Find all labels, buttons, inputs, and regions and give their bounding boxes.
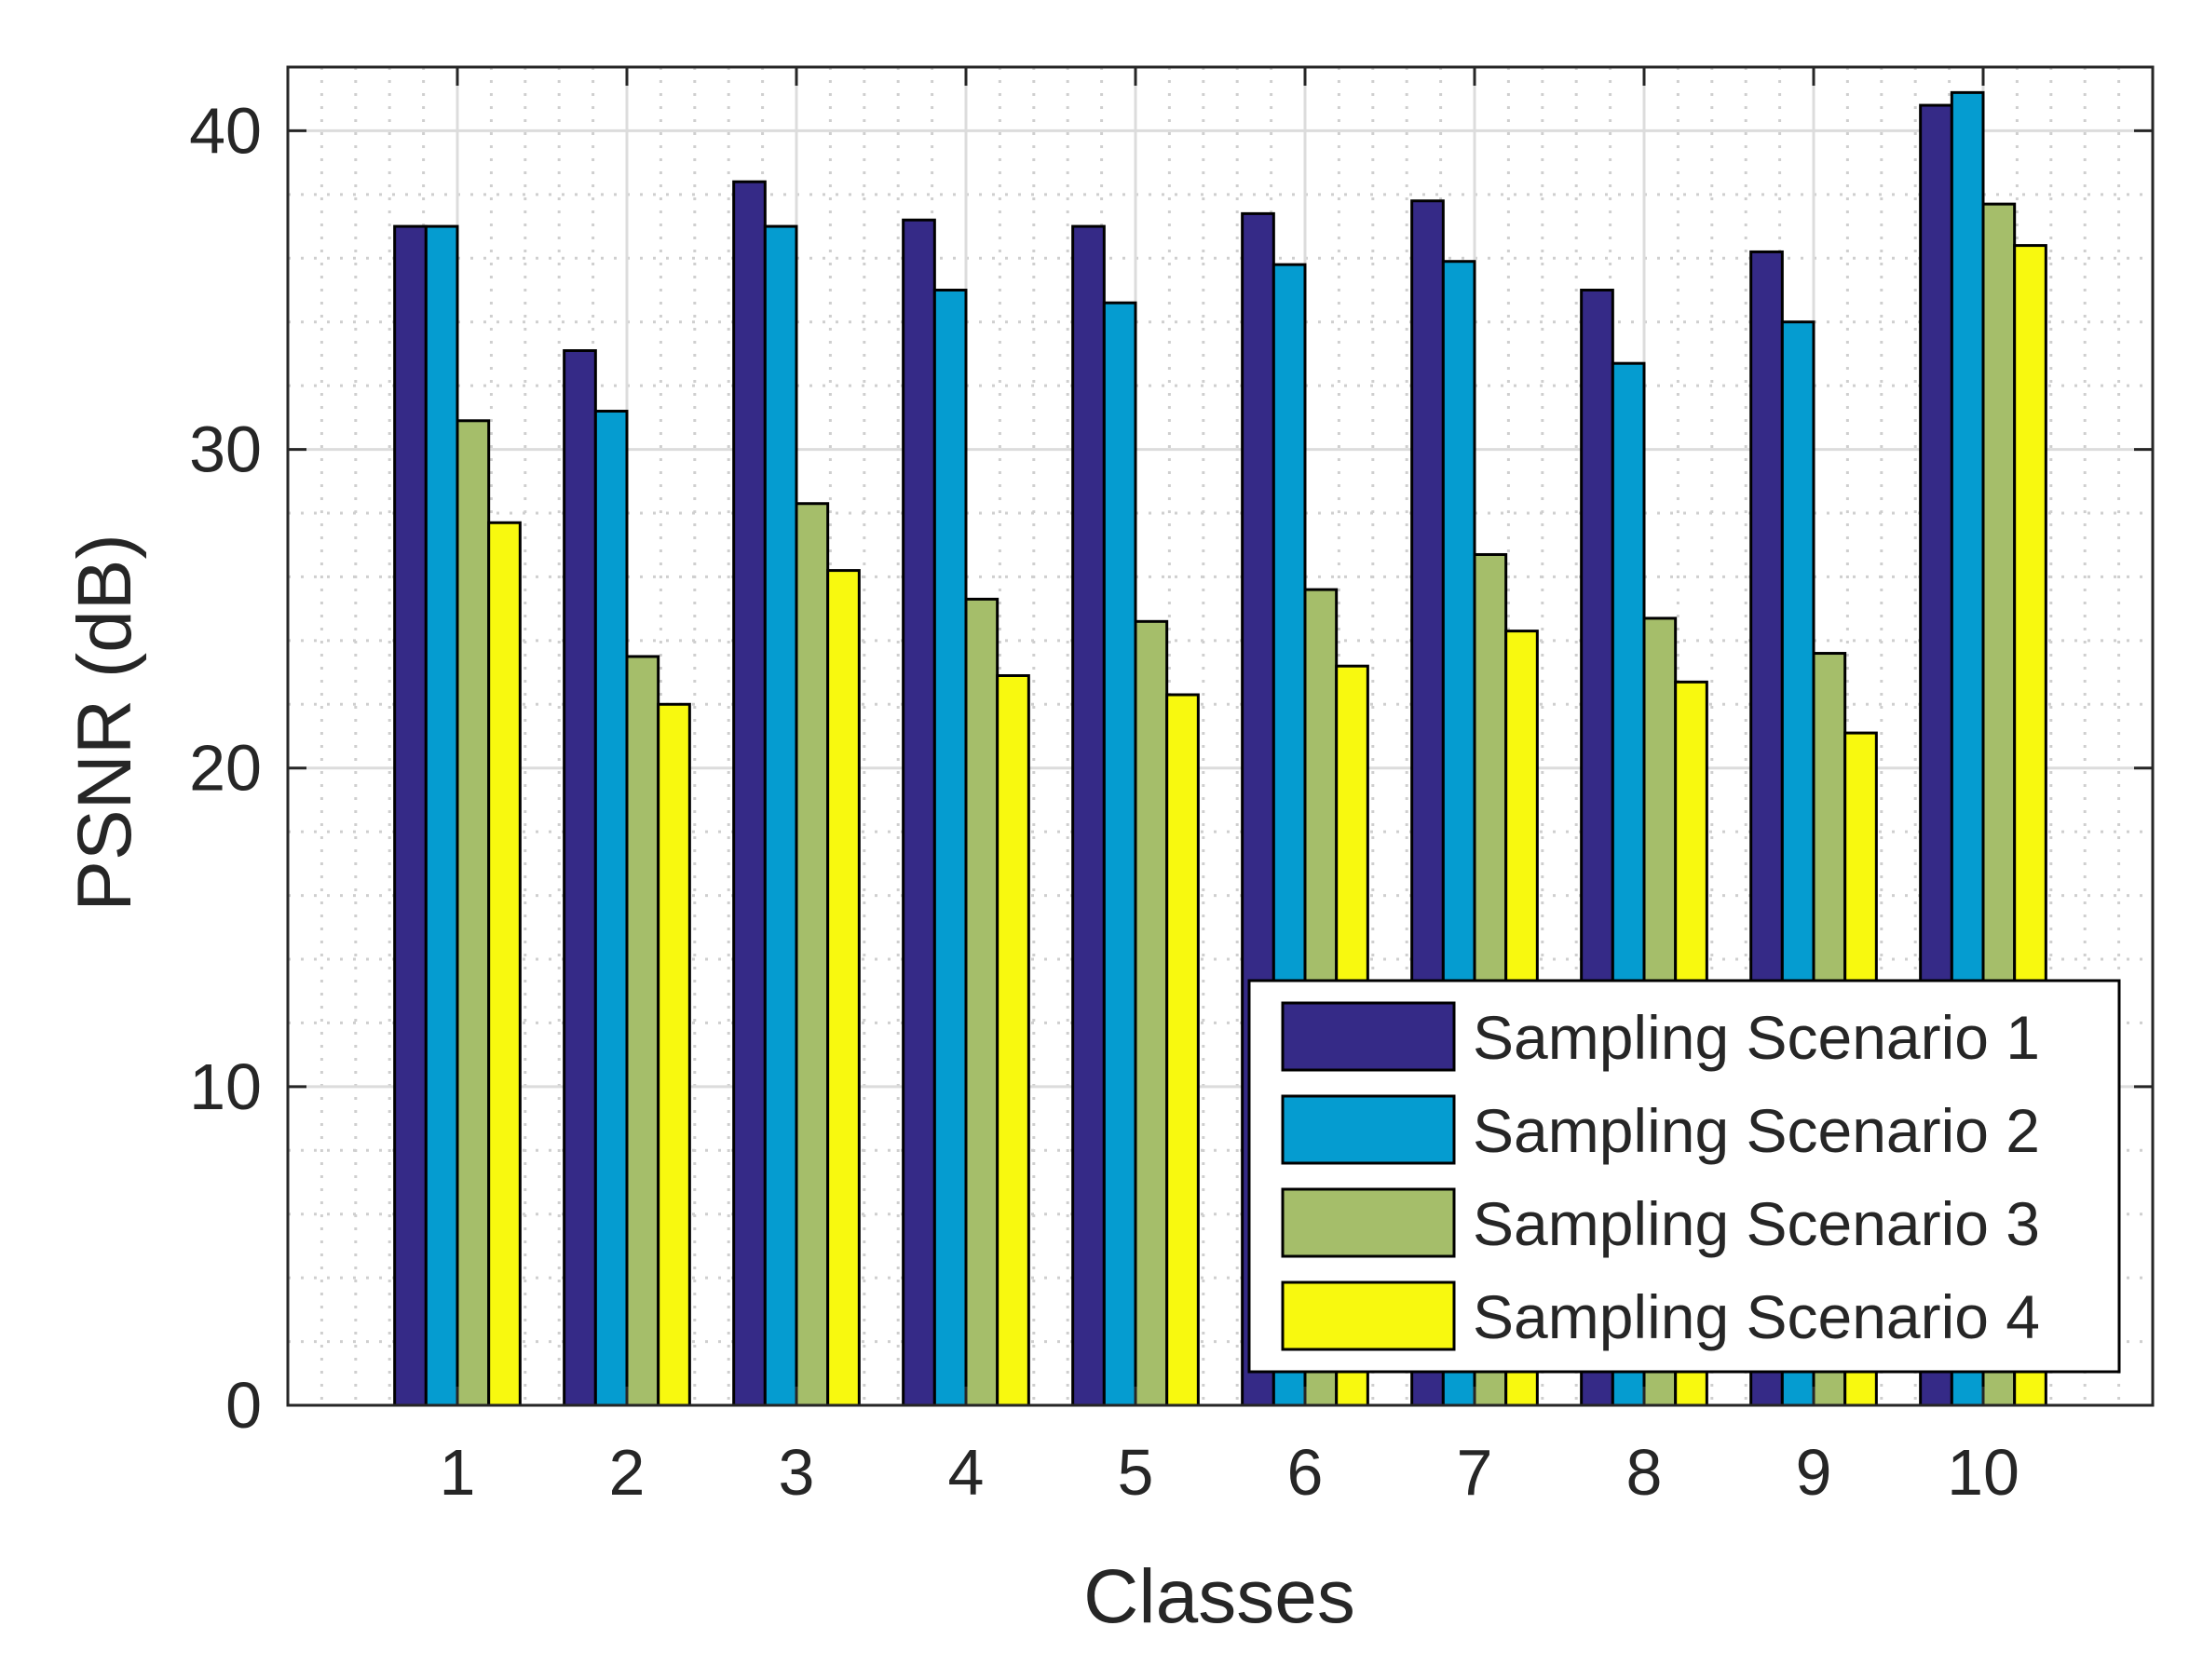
bar-series3-class1: [456, 419, 491, 1407]
x-axis-label: Classes: [1083, 1554, 1355, 1639]
legend-label-series1: Sampling Scenario 1: [1473, 1003, 2040, 1072]
bar-series3-class3: [795, 502, 830, 1407]
y-tick-label: 10: [189, 1050, 262, 1123]
legend-label-series2: Sampling Scenario 2: [1473, 1096, 2040, 1165]
x-tick-label: 10: [1947, 1436, 2019, 1509]
y-tick-label: 30: [189, 413, 262, 486]
x-tick-label: 5: [1118, 1436, 1154, 1509]
bar-series2-class5: [1102, 301, 1137, 1407]
minor-grid: [288, 65, 2153, 1405]
plot-frame: [286, 65, 2155, 1407]
bar-series3-class4: [964, 597, 1000, 1407]
x-tick-label: 7: [1457, 1436, 1493, 1509]
x-tick-label: 1: [440, 1436, 476, 1509]
bar-series2-class4: [932, 289, 968, 1407]
bar-series1-class4: [902, 218, 936, 1407]
y-tick-label: 20: [189, 732, 262, 805]
legend-label-series3: Sampling Scenario 3: [1473, 1189, 2040, 1258]
x-tick-label: 9: [1796, 1436, 1832, 1509]
y-tick-labels: 0 10 20 30 40: [189, 94, 262, 1442]
bar-series3-class5: [1134, 619, 1169, 1407]
bar-series4-class4: [996, 673, 1030, 1407]
x-tick-label: 8: [1626, 1436, 1663, 1509]
legend-label-series4: Sampling Scenario 4: [1473, 1282, 2040, 1351]
bar-series4-class2: [657, 702, 691, 1407]
x-tick-label: 6: [1287, 1436, 1324, 1509]
x-tick-label: 4: [948, 1436, 985, 1509]
y-tick-label: 40: [189, 94, 262, 167]
bar-series2-class3: [763, 224, 798, 1407]
y-axis-label: PSNR (dB): [62, 534, 147, 912]
x-tick-label: 3: [779, 1436, 815, 1509]
legend-swatch-series3: [1281, 1187, 1456, 1258]
legend-swatch-series4: [1281, 1280, 1456, 1351]
bar-series4-class1: [487, 521, 522, 1407]
bar-series1-class2: [563, 349, 597, 1407]
x-tick-labels: 1 2 3 4 5 6 7 8 9 10: [440, 1436, 2019, 1509]
bar-series4-class5: [1165, 693, 1200, 1407]
bar-series1-class5: [1071, 224, 1106, 1407]
bar-series3-class2: [625, 655, 660, 1407]
bar-series2-class1: [424, 224, 459, 1407]
axis-ticks: [288, 67, 2153, 1407]
bar-series1-class1: [393, 224, 428, 1407]
bar-series4-class3: [826, 569, 861, 1407]
legend-swatch-series2: [1281, 1094, 1456, 1165]
legend-swatch-series1: [1281, 1001, 1456, 1072]
bar-series1-class3: [732, 180, 767, 1407]
bar-series2-class2: [593, 410, 629, 1407]
x-tick-label: 2: [609, 1436, 646, 1509]
legend: Sampling Scenario 1 Sampling Scenario 2 Sa…: [1247, 979, 2121, 1374]
y-tick-label: 0: [225, 1369, 262, 1442]
